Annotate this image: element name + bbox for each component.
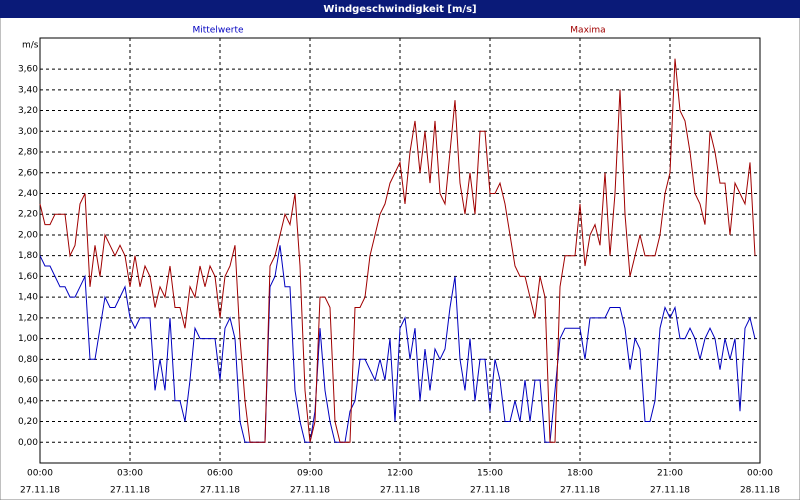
x-tick-date: 27.11.18 [110,486,150,496]
x-tick-date: 27.11.18 [650,486,690,496]
x-tick-label: 21:00 [657,469,683,479]
y-tick-label: 3,60 [18,65,38,75]
y-tick-label: 1,60 [18,272,38,282]
x-tick-date: 27.11.18 [290,486,330,496]
legend-label: Maxima [570,26,605,36]
y-tick-label: 3,00 [18,127,38,137]
x-tick-label: 12:00 [387,469,413,479]
y-tick-label: 3,20 [18,106,38,116]
y-tick-label: 0,80 [18,355,38,365]
y-tick-label: 1,40 [18,293,38,303]
y-tick-label: 0,00 [18,438,38,448]
y-unit: m/s [22,41,39,51]
x-tick-date: 27.11.18 [380,486,420,496]
y-tick-label: 2,20 [18,210,38,220]
y-tick-label: 0,20 [18,417,38,427]
y-tick-label: 2,80 [18,148,38,158]
y-tick-label: 3,40 [18,85,38,95]
y-tick-label: 1,00 [18,334,38,344]
series-line [39,245,756,443]
x-tick-label: 18:00 [567,469,593,479]
y-tick-label: 2,40 [18,189,38,199]
x-tick-date: 27.11.18 [470,486,510,496]
title-bar [0,0,800,18]
x-tick-label: 15:00 [477,469,503,479]
legend-label: Mittelwerte [192,26,243,36]
y-tick-label: 1,20 [18,313,38,323]
x-tick-label: 00:00 [747,469,773,479]
y-tick-label: 0,40 [18,396,38,406]
chart-title: Windgeschwindigkeit [m/s] [323,4,476,15]
x-tick-label: 06:00 [207,469,233,479]
x-tick-label: 00:00 [27,469,53,479]
x-tick-date: 27.11.18 [560,486,600,496]
y-tick-label: 1,80 [18,251,38,261]
y-tick-label: 2,60 [18,168,38,178]
x-tick-date: 28.11.18 [740,486,780,496]
x-tick-date: 27.11.18 [200,486,240,496]
x-tick-date: 27.11.18 [20,486,60,496]
x-tick-label: 03:00 [117,469,143,479]
y-tick-label: 2,00 [18,230,38,240]
x-tick-label: 09:00 [297,469,323,479]
y-tick-label: 0,60 [18,376,38,386]
series-line [39,58,756,443]
